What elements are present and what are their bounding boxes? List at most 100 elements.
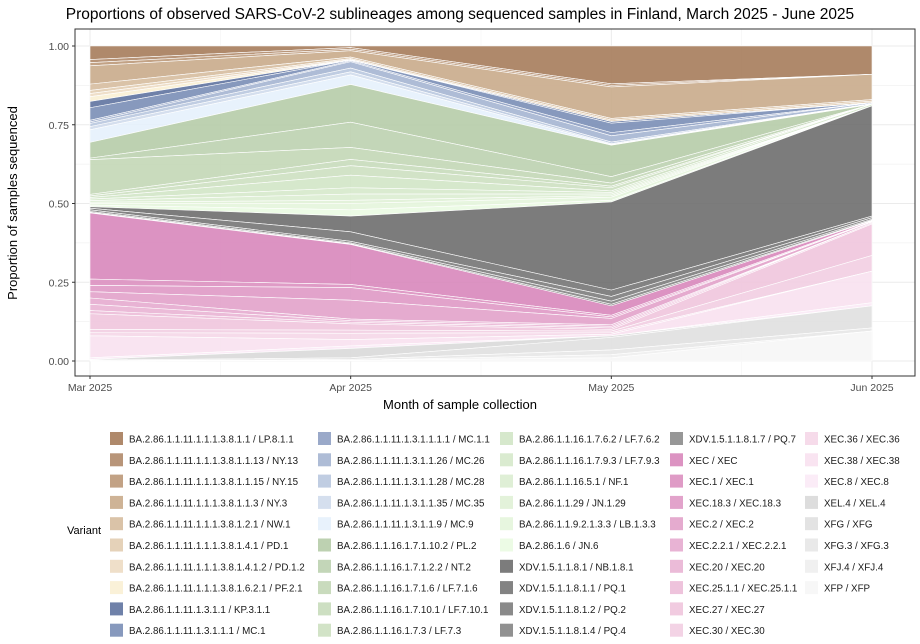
legend-item: XEL.4 / XEL.4 — [805, 495, 886, 509]
legend-label: XDV.1.5.1.1.8.1 / NB.1.8.1 — [519, 562, 634, 573]
legend-item: XEC.30 / XEC.30 — [670, 623, 765, 637]
legend-item: BA.2.86.1.1.9.2.1.3.3 / LB.1.3.3 — [500, 517, 656, 531]
legend-item: XDV.1.5.1.1.8.1.2 / PQ.2 — [500, 602, 626, 616]
legend-title: Variant — [67, 525, 101, 537]
legend-label: XDV.1.5.1.1.8.1.7 / PQ.7 — [689, 435, 796, 446]
legend-label: BA.2.86.1.1.11.1.1.1.3.8.1.6.2.1 / PF.2.… — [129, 584, 303, 595]
legend-label: BA.2.86.1.1.11.1.3.1.1.1.1 / MC.1.1 — [337, 435, 490, 446]
legend-item: BA.2.86.1.1.11.1.1.1.3.8.1.4.1.2 / PD.1.… — [110, 559, 305, 573]
legend-swatch — [110, 453, 123, 467]
legend-swatch — [110, 538, 123, 552]
legend-item: XEC / XEC — [670, 453, 737, 467]
legend-label: BA.2.86.1.1.16.1.7.9.3 / LF.7.9.3 — [519, 456, 660, 467]
legend-swatch — [318, 602, 331, 616]
legend-label: BA.2.86.1.1.16.1.7.10.1 / LF.7.10.1 — [337, 605, 488, 616]
legend-item: BA.2.86.1.1.11.1.3.1.1.1.1 / MC.1.1 — [318, 432, 490, 446]
legend-label: XEC / XEC — [689, 456, 737, 467]
legend-item: XEC.25.1.1 / XEC.25.1.1 — [670, 581, 797, 595]
legend-swatch — [805, 581, 818, 595]
legend-item: BA.2.86.1.1.16.1.7.1.6 / LF.7.1.6 — [318, 581, 478, 595]
y-tick-label: 0.25 — [49, 277, 70, 289]
legend-item: XEC.1 / XEC.1 — [670, 474, 754, 488]
y-tick-label: 0.00 — [49, 356, 70, 368]
x-axis-label: Month of sample collection — [383, 397, 537, 412]
legend-swatch — [670, 453, 683, 467]
legend-label: BA.2.86.1.1.11.1.1.1.3.8.1.2.1 / NW.1 — [129, 520, 291, 531]
legend-swatch — [805, 495, 818, 509]
x-tick-label: Apr 2025 — [329, 382, 372, 394]
legend-swatch — [670, 495, 683, 509]
legend-swatch — [670, 581, 683, 595]
legend-swatch — [500, 495, 513, 509]
legend-item: BA.2.86.1.1.11.1.3.1.1.1 / MC.1 — [110, 623, 266, 637]
legend-label: BA.2.86.1.1.11.1.3.1.1.26 / MC.26 — [337, 456, 485, 467]
legend-item: XDV.1.5.1.1.8.1.7 / PQ.7 — [670, 432, 796, 446]
legend-label: XEC.20 / XEC.20 — [689, 562, 765, 573]
y-axis-label: Proportion of samples sequenced — [5, 106, 20, 300]
legend-label: XFG / XFG — [824, 520, 872, 531]
legend-label: XFJ.4 / XFJ.4 — [824, 562, 884, 573]
legend-item: BA.2.86.1.1.11.1.3.1.1.28 / MC.28 — [318, 474, 485, 488]
legend-swatch — [805, 432, 818, 445]
legend-swatch — [110, 559, 123, 573]
legend-label: BA.2.86.1.1.11.1.1.1.3.8.1.1 / LP.8.1.1 — [129, 435, 294, 446]
legend-swatch — [318, 474, 331, 488]
legend-swatch — [670, 623, 683, 637]
legend-item: XEC.27 / XEC.27 — [670, 602, 765, 616]
legend-item: XEC.38 / XEC.38 — [805, 453, 900, 467]
legend-item: BA.2.86.1.1.11.1.1.1.3.8.1.2.1 / NW.1 — [110, 517, 291, 531]
panel-border — [74, 28, 916, 377]
legend-item: XFG.3 / XFG.3 — [805, 538, 889, 552]
legend-item: XEC.18.3 / XEC.18.3 — [670, 495, 782, 509]
legend-item: BA.2.86.1.6 / JN.6 — [500, 538, 599, 552]
legend-swatch — [805, 538, 818, 552]
legend-swatch — [500, 602, 513, 616]
legend-item: BA.2.86.1.1.16.1.7.6.2 / LF.7.6.2 — [500, 432, 660, 446]
legend-item: XFP / XFP — [805, 581, 871, 595]
legend-item: BA.2.86.1.1.16.1.7.1.2.2 / NT.2 — [318, 559, 471, 573]
legend-label: XEC.30 / XEC.30 — [689, 626, 765, 637]
legend-swatch — [318, 495, 331, 509]
legend-item: BA.2.86.1.1.11.1.1.1.3.8.1.1.13 / NY.13 — [110, 453, 299, 467]
legend-item: XDV.1.5.1.1.8.1 / NB.1.8.1 — [500, 559, 634, 573]
areas — [89, 45, 873, 362]
legend-swatch — [110, 623, 123, 637]
y-tick-label: 0.75 — [49, 120, 70, 132]
x-tick-label: May 2025 — [588, 382, 634, 394]
legend-swatch — [670, 559, 683, 573]
legend-label: BA.2.86.1.1.11.1.1.1.3.8.1.1.13 / NY.13 — [129, 456, 299, 467]
legend-label: BA.2.86.1.1.9.2.1.3.3 / LB.1.3.3 — [519, 520, 656, 531]
legend-item: BA.2.86.1.1.11.1.1.1.3.8.1.1.15 / NY.15 — [110, 474, 299, 488]
legend-item: BA.2.86.1.1.16.5.1 / NF.1 — [500, 474, 628, 488]
legend-swatch — [318, 623, 331, 637]
legend-swatch — [805, 559, 818, 573]
legend-label: BA.2.86.1.1.11.1.3.1.1.28 / MC.28 — [337, 477, 485, 488]
legend-swatch — [318, 432, 331, 445]
legend-item: BA.2.86.1.1.11.1.1.1.3.8.1.1.3 / NY.3 — [110, 495, 288, 509]
legend-item: XFG / XFG — [805, 517, 872, 531]
legend-swatch — [110, 517, 123, 531]
y-tick-label: 0.50 — [49, 199, 70, 211]
legend-item: BA.2.86.1.1.11.1.1.1.3.8.1.6.2.1 / PF.2.… — [110, 581, 303, 595]
legend-item: BA.2.86.1.1.11.1.3.1.1 / KP.3.1.1 — [110, 602, 270, 616]
legend-item: BA.2.86.1.1.11.1.3.1.1.35 / MC.35 — [318, 495, 485, 509]
legend-item: XDV.1.5.1.1.8.1.1 / PQ.1 — [500, 581, 626, 595]
legend-label: XDV.1.5.1.1.8.1.4 / PQ.4 — [519, 626, 626, 637]
legend-label: BA.2.86.1.1.29 / JN.1.29 — [519, 498, 626, 509]
legend-label: XEC.2 / XEC.2 — [689, 520, 754, 531]
legend-label: BA.2.86.1.1.16.1.7.1.2.2 / NT.2 — [337, 562, 471, 573]
legend-item: XEC.36 / XEC.36 — [805, 432, 900, 446]
legend-swatch — [500, 474, 513, 488]
legend-swatch — [318, 581, 331, 595]
legend-swatch — [500, 623, 513, 637]
legend-label: BA.2.86.1.1.16.1.7.3 / LF.7.3 — [337, 626, 462, 637]
legend-swatch — [318, 559, 331, 573]
legend-item: BA.2.86.1.1.11.1.3.1.1.9 / MC.9 — [318, 517, 474, 531]
legend-item: BA.2.86.1.1.16.1.7.9.3 / LF.7.9.3 — [500, 453, 660, 467]
legend-swatch — [670, 474, 683, 488]
legend-item: BA.2.86.1.1.29 / JN.1.29 — [500, 495, 626, 509]
legend-label: XEL.4 / XEL.4 — [824, 498, 886, 509]
legend-swatch — [110, 432, 123, 445]
